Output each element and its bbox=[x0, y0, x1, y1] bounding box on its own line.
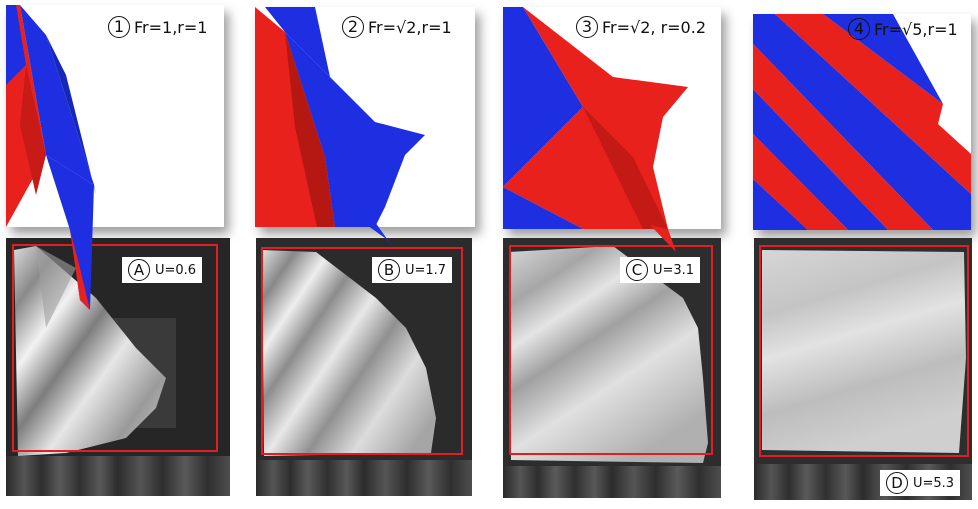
exp-velocity: U=5.3 bbox=[913, 475, 955, 491]
flag-render-2 bbox=[255, 7, 425, 227]
exp-letter-badge: A bbox=[128, 259, 150, 281]
exp-velocity: U=1.7 bbox=[405, 262, 447, 278]
experiment-photo-d bbox=[754, 238, 972, 500]
simulation-panel-2 bbox=[255, 7, 475, 227]
sim-parameters: Fr=√2,r=1 bbox=[368, 17, 452, 37]
cloth-photo-d bbox=[754, 238, 972, 500]
exp-velocity: U=3.1 bbox=[653, 262, 695, 278]
exp-letter-badge: B bbox=[378, 259, 400, 281]
sim-parameters: Fr=1,r=1 bbox=[134, 17, 208, 37]
exp-label-d: D U=5.3 bbox=[880, 470, 961, 496]
sim-label-1: 1 Fr=1,r=1 bbox=[108, 16, 207, 38]
exp-letter-badge: D bbox=[886, 472, 908, 494]
sim-label-4: 4 Fr=√5,r=1 bbox=[848, 18, 958, 40]
sim-number-badge: 1 bbox=[108, 16, 130, 38]
sim-parameters: Fr=√5,r=1 bbox=[874, 19, 958, 39]
simulation-panel-1 bbox=[6, 5, 224, 227]
simulation-panel-3 bbox=[503, 7, 721, 229]
exp-label-b: B U=1.7 bbox=[372, 257, 453, 283]
flag-render-3 bbox=[503, 7, 688, 229]
sim-label-2: 2 Fr=√2,r=1 bbox=[342, 16, 452, 38]
sim-number-badge: 4 bbox=[848, 18, 870, 40]
sim-number-badge: 3 bbox=[576, 16, 598, 38]
sim-number-badge: 2 bbox=[342, 16, 364, 38]
simulation-panel-4 bbox=[753, 14, 971, 230]
exp-label-a: A U=0.6 bbox=[122, 257, 203, 283]
exp-letter-badge: C bbox=[626, 259, 648, 281]
exp-label-c: C U=3.1 bbox=[620, 257, 701, 283]
sim-parameters: Fr=√2, r=0.2 bbox=[602, 17, 706, 37]
sim-label-3: 3 Fr=√2, r=0.2 bbox=[576, 16, 706, 38]
flag-render-4 bbox=[753, 14, 971, 230]
flag-render-1 bbox=[6, 5, 96, 227]
exp-velocity: U=0.6 bbox=[155, 262, 197, 278]
